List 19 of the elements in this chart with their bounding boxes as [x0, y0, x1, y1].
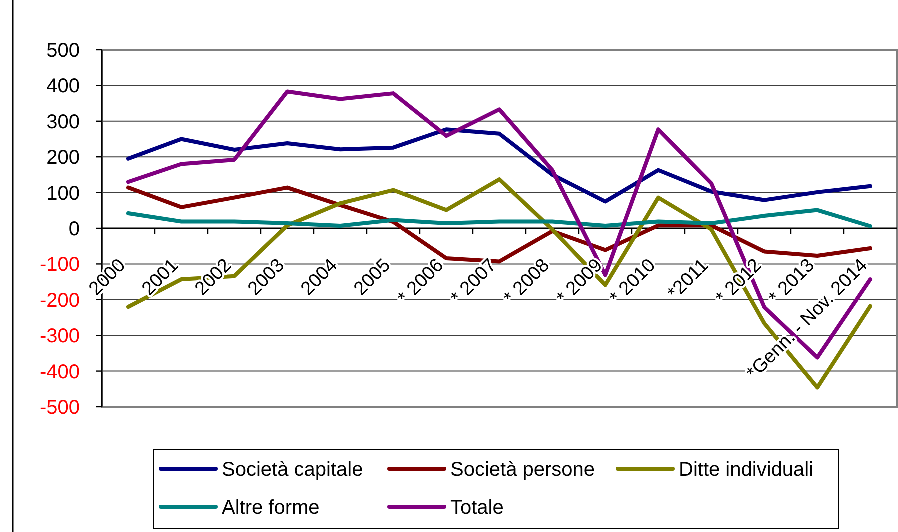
y-tick-label: -200 [40, 290, 80, 312]
legend-label: Società persone [450, 459, 596, 481]
legend-label: Ditte individuali [679, 459, 814, 481]
legend-label: Totale [450, 497, 504, 519]
y-tick-label: -500 [40, 397, 80, 419]
legend-label: Altre forme [222, 497, 320, 519]
y-tick-label: -100 [40, 254, 80, 276]
y-tick-label: 300 [46, 111, 80, 134]
y-tick-label: -300 [40, 326, 80, 348]
line-series [126, 128, 872, 204]
legend-label: Società capitale [222, 459, 364, 481]
y-tick-label: 0 [68, 218, 80, 240]
line-series [126, 178, 872, 390]
y-tick-label: 400 [46, 76, 80, 98]
y-tick-label: 500 [46, 40, 80, 62]
y-tick-label: -400 [40, 361, 80, 384]
y-tick-label: 200 [46, 147, 80, 170]
line-series [126, 208, 872, 228]
y-tick-label: 100 [46, 182, 80, 205]
